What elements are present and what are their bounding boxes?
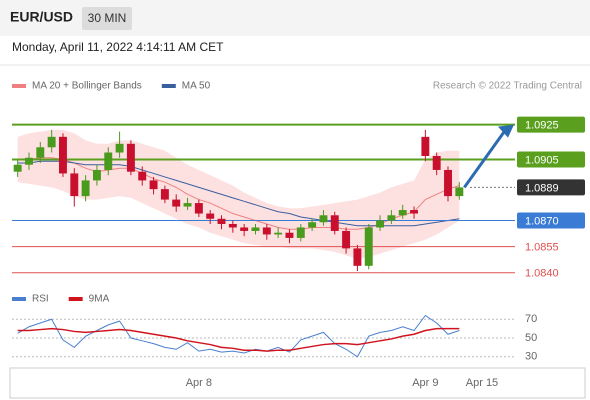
- candle-body: [149, 180, 158, 190]
- legend-swatch: [12, 297, 26, 301]
- y-tick-label: 70: [525, 313, 537, 325]
- y-tick-label: 50: [525, 332, 537, 344]
- y-tick-label: 30: [525, 351, 537, 363]
- candle-body: [410, 210, 419, 214]
- candle-body: [432, 156, 441, 170]
- candle-body: [115, 143, 124, 153]
- timeframe-button[interactable]: [82, 7, 132, 30]
- level-label: 1.0840: [525, 268, 559, 280]
- axis-frame: [9, 367, 586, 399]
- candle-body: [228, 223, 237, 228]
- indicator-line: [17, 327, 460, 352]
- candle-body: [92, 169, 101, 181]
- candle-body: [330, 215, 339, 231]
- level-label: 1.0870: [525, 215, 559, 227]
- candle-body: [421, 136, 430, 157]
- level-label: 1.0905: [525, 154, 559, 166]
- candle-body: [172, 199, 181, 207]
- x-tick-label: Apr 15: [466, 377, 498, 389]
- legend-swatch: [68, 297, 83, 301]
- candle-body: [262, 227, 271, 235]
- candle-body: [398, 210, 407, 216]
- candle-body: [25, 157, 33, 165]
- candle-body: [455, 187, 464, 197]
- candle-body: [81, 180, 90, 197]
- legend-label: 9MA: [89, 294, 110, 305]
- indicator-line: [17, 314, 460, 358]
- candle-body: [251, 227, 260, 231]
- level-label: 1.0925: [525, 120, 559, 132]
- legend-swatch: [161, 84, 176, 88]
- legend-label: MA 50: [182, 81, 211, 92]
- candle-body: [138, 171, 147, 181]
- datetime: Monday, April 11, 2022 4:14:11 AM CET: [12, 40, 224, 54]
- candle-body: [296, 227, 305, 238]
- candle-body: [126, 143, 135, 172]
- candle-body: [47, 136, 56, 148]
- level-label-box: [517, 151, 585, 168]
- legend-swatch: [12, 84, 26, 88]
- candle-body: [13, 164, 22, 172]
- note: Research © 2022 Trading Central: [433, 81, 582, 92]
- x-tick-label: Apr 9: [412, 377, 438, 389]
- candle-body: [274, 232, 283, 235]
- level-label-box: [517, 212, 585, 229]
- candle-body: [36, 147, 45, 158]
- candle-body: [444, 169, 452, 197]
- candle-body: [353, 248, 362, 266]
- level-label-box: [517, 179, 585, 196]
- candle-body: [285, 232, 294, 238]
- symbol: EUR/USD: [10, 9, 73, 25]
- candle-body: [376, 220, 385, 228]
- candle-body: [217, 218, 226, 224]
- candle-body: [308, 222, 317, 228]
- candle-body: [183, 203, 192, 207]
- level-label: 1.0889: [525, 182, 559, 194]
- legend-label: RSI: [32, 294, 49, 305]
- ma-line: [17, 157, 460, 230]
- candle-body: [206, 213, 215, 219]
- candle-body: [240, 227, 249, 231]
- candle-body: [104, 152, 113, 170]
- x-tick-label: Apr 8: [186, 377, 212, 389]
- candle-body: [364, 227, 373, 266]
- candle-body: [342, 230, 351, 249]
- level-label-box: [517, 116, 585, 133]
- legend-label: MA 20 + Bollinger Bands: [32, 81, 142, 92]
- timeframe[interactable]: 30 MIN: [88, 11, 127, 25]
- candle-body: [194, 203, 203, 214]
- candle-body: [387, 215, 396, 221]
- ma-line: [17, 160, 460, 227]
- candle-body: [160, 189, 169, 200]
- level-label: 1.0855: [525, 242, 559, 254]
- candle-body: [58, 136, 67, 174]
- candle-body: [319, 215, 328, 223]
- arrow-head: [498, 124, 514, 138]
- projection-arrow: [463, 129, 507, 189]
- candle-body: [70, 173, 79, 197]
